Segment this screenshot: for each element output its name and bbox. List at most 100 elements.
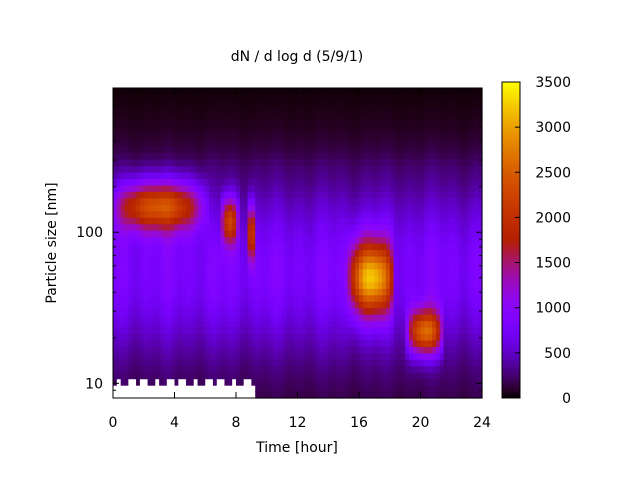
heatmap-cell [189,249,195,257]
heatmap-cell [320,352,325,360]
heatmap-cell [274,255,279,263]
heatmap-cell [439,268,445,276]
heatmap-cell [239,243,245,251]
heatmap-cell [366,152,372,160]
heatmap-cell [255,204,260,212]
heatmap-cell [312,133,318,141]
heatmap-cell [466,217,472,225]
heatmap-cell [224,372,229,380]
heatmap-cell [397,339,402,347]
heatmap-cell [220,320,226,328]
y-tick-label: 10 [85,376,103,392]
heatmap-cell [385,365,391,373]
heatmap-cell [408,249,414,257]
heatmap-cell [343,120,349,128]
heatmap-cell [189,262,195,270]
heatmap-cell [366,365,372,373]
heatmap-cell [216,339,222,347]
heatmap-cell [243,307,249,315]
heatmap-cell [174,191,179,199]
heatmap-cell [335,133,341,141]
heatmap-cell [339,204,345,212]
heatmap-cell [243,378,249,386]
heatmap-cell [355,378,360,386]
heatmap-cell [432,165,437,173]
heatmap-cell [385,268,391,276]
heatmap-cell [432,159,437,167]
heatmap-cell [443,359,448,367]
heatmap-cell [274,178,279,186]
heatmap-cell [174,236,179,244]
heatmap-cell [435,294,441,302]
heatmap-cell [228,268,233,276]
heatmap-cell [343,268,349,276]
heatmap-cell [293,94,299,102]
heatmap-cell [470,191,475,199]
heatmap-cell [305,352,310,360]
heatmap-cell [174,314,179,322]
heatmap-cell [278,359,283,367]
heatmap-cell [116,314,122,322]
heatmap-cell [228,159,233,167]
heatmap-cell [232,191,237,199]
heatmap-cell [255,146,260,154]
heatmap-cell [113,210,118,218]
heatmap-cell [416,339,422,347]
heatmap-cell [209,210,214,218]
heatmap-cell [262,243,268,251]
heatmap-cell [416,326,422,335]
heatmap-cell [155,152,160,160]
heatmap-cell [466,352,472,360]
heatmap-cell [120,113,126,121]
heatmap-cell [324,210,329,218]
heatmap-cell [139,320,145,328]
heatmap-cell [236,281,241,289]
heatmap-cell [297,243,302,251]
heatmap-cell [139,255,145,263]
heatmap-cell [274,288,279,296]
heatmap-cell [432,217,437,225]
heatmap-cell [447,243,452,251]
heatmap-cell [432,197,437,205]
heatmap-cell [136,346,141,354]
heatmap-cell [447,307,452,315]
heatmap-cell [159,385,164,393]
heatmap-cell [266,159,272,167]
heatmap-cell [359,262,364,270]
heatmap-cell [420,294,425,302]
heatmap-cell [139,372,145,380]
heatmap-cell [170,243,176,251]
heatmap-cell [470,126,475,134]
heatmap-cell [370,301,375,309]
heatmap-cell [193,146,199,154]
heatmap-cell [397,391,402,399]
heatmap-cell [312,223,318,231]
heatmap-cell [405,385,410,393]
heatmap-cell [282,255,287,263]
heatmap-cell [228,113,233,121]
heatmap-cell [416,152,422,160]
heatmap-cell [216,333,222,341]
heatmap-cell [451,385,456,393]
heatmap-cell [474,139,479,147]
heatmap-cell [166,307,172,315]
heatmap-cell [239,197,245,205]
heatmap-cell [270,217,276,225]
heatmap-cell [343,352,349,360]
heatmap-cell [374,133,379,141]
heatmap-cell [113,171,118,180]
heatmap-cell [412,107,418,115]
heatmap-cell [228,178,233,186]
heatmap-cell [332,372,337,380]
heatmap-cell [209,165,214,173]
heatmap-cell [470,281,475,289]
heatmap-cell [370,184,375,192]
heatmap-cell [143,326,149,335]
heatmap-cell [428,191,433,199]
heatmap-cell [416,359,422,367]
heatmap-cell [289,113,295,121]
heatmap-cell [205,346,210,354]
heatmap-cell [397,152,402,160]
heatmap-cell [305,307,310,315]
heatmap-cell [305,133,310,141]
